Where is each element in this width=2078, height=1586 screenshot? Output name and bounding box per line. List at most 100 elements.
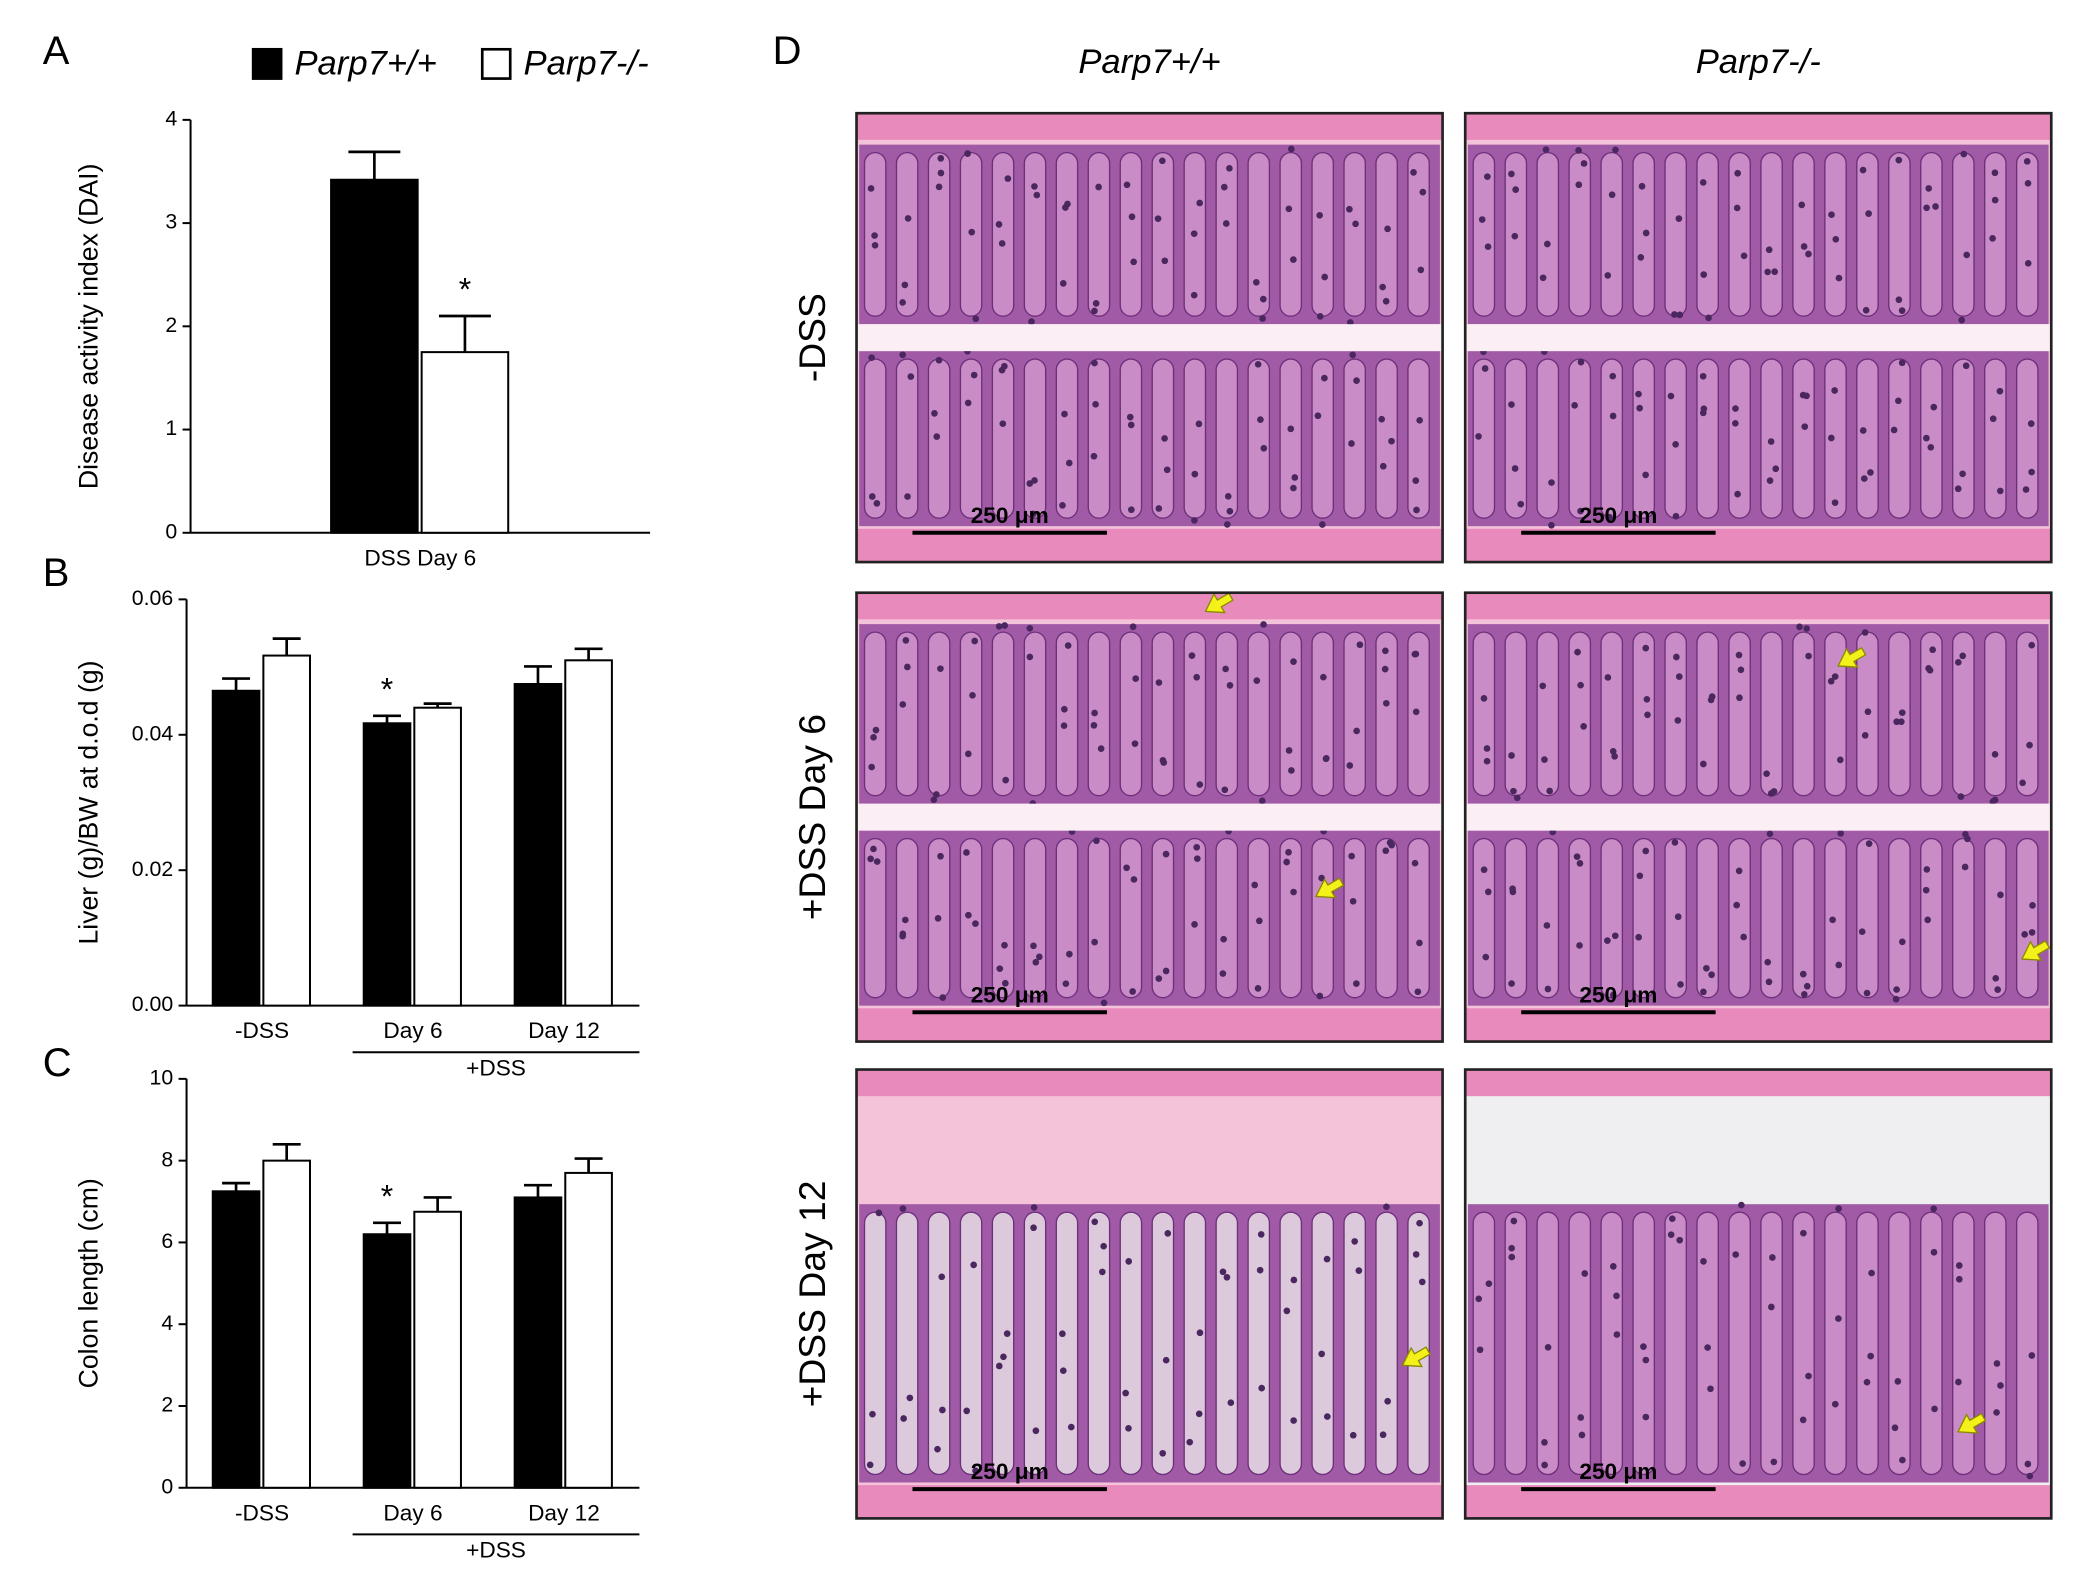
y-tick-label: 1 [165, 416, 177, 440]
goblet-cell [1668, 1215, 1676, 1222]
crypt [1952, 151, 1975, 317]
goblet-cell [1957, 793, 1965, 800]
goblet-cell [1930, 1248, 1938, 1256]
goblet-cell [1576, 942, 1583, 949]
mucosa [1467, 624, 2049, 804]
y-tick-label: 0 [165, 519, 177, 543]
goblet-cell [1508, 401, 1515, 408]
goblet-cell [901, 281, 909, 289]
y-axis-label: Colon length (cm) [74, 1178, 104, 1388]
goblet-cell [1065, 459, 1073, 467]
goblet-cell [871, 232, 878, 239]
goblet-cell [1346, 205, 1353, 213]
goblet-cell [1254, 985, 1262, 992]
goblet-cell [1958, 316, 1966, 324]
goblet-cell [1416, 1219, 1423, 1227]
goblet-cell [904, 493, 911, 500]
goblet-cell [1259, 315, 1266, 322]
crypt [2015, 358, 2039, 519]
y-tick-label: 2 [161, 1393, 173, 1417]
goblet-cell [1548, 479, 1555, 486]
goblet-cell [1675, 673, 1683, 680]
crypt [2015, 151, 2039, 317]
goblet-cell [1030, 1204, 1038, 1211]
goblet-cell [1932, 203, 1939, 210]
goblet-cell [1922, 886, 1930, 894]
error-bar [523, 1183, 552, 1198]
goblet-cell [1417, 266, 1425, 274]
crypt [1375, 151, 1398, 317]
goblet-cell [1227, 1399, 1235, 1407]
crypt [1760, 837, 1783, 999]
error-bar [272, 637, 301, 656]
crypt [1696, 1211, 1719, 1476]
goblet-cell [1160, 759, 1168, 766]
goblet-cell [1411, 859, 1419, 867]
crypt [1311, 151, 1335, 317]
crypt [1920, 358, 1943, 519]
micrograph [1463, 591, 2053, 1043]
goblet-cell [1100, 999, 1108, 1007]
goblet-cell [1609, 372, 1617, 380]
scale-bar-label: 250 μm [971, 1459, 1049, 1484]
goblet-cell [1290, 888, 1297, 896]
goblet-cell [1800, 1229, 1807, 1237]
goblet-cell [1026, 653, 1034, 661]
goblet-cell [1831, 499, 1839, 506]
goblet-cell [1195, 420, 1203, 428]
goblet-cell [1257, 1231, 1265, 1238]
legend-label: Parp7-/- [524, 44, 649, 82]
goblet-cell [1642, 847, 1650, 855]
crypt [1888, 837, 1911, 999]
crypt [863, 631, 887, 797]
goblet-cell [1863, 989, 1871, 997]
goblet-cell [1162, 967, 1170, 975]
crypt [1600, 151, 1624, 317]
goblet-cell [1667, 1231, 1675, 1239]
goblet-cell [1867, 1352, 1874, 1360]
bar [413, 706, 462, 1007]
crypt [991, 837, 1015, 999]
goblet-cell [1193, 673, 1201, 681]
crypt [1952, 358, 1975, 519]
legend-swatch [480, 47, 512, 80]
goblet-cell [965, 911, 972, 919]
goblet-cell [1604, 674, 1612, 681]
goblet-cell [1287, 145, 1295, 153]
goblet-cell [1612, 146, 1619, 154]
goblet-cell [1349, 897, 1357, 905]
goblet-cell [970, 371, 978, 379]
crypt [1600, 837, 1624, 999]
goblet-cell [972, 1467, 979, 1475]
micrograph [855, 111, 1444, 564]
goblet-cell [1964, 835, 1971, 843]
goblet-cell [1316, 992, 1324, 1000]
goblet-cell [1926, 666, 1934, 674]
goblet-cell [1997, 1382, 2004, 1389]
crypt [1279, 837, 1303, 999]
crypt [1023, 358, 1047, 519]
goblet-cell [2028, 468, 2035, 476]
mucosa [1467, 144, 2049, 325]
goblet-cell [1026, 624, 1034, 632]
goblet-cell [1061, 705, 1068, 713]
goblet-cell [1805, 250, 1812, 258]
goblet-cell [1099, 1268, 1106, 1276]
goblet-cell [1226, 164, 1233, 172]
y-tick-label: 4 [161, 1311, 173, 1335]
muscle-layer [1465, 113, 2052, 140]
goblet-cell [904, 215, 912, 222]
goblet-cell [1032, 958, 1040, 966]
mucosa [859, 351, 1440, 527]
mucosa [1467, 830, 2049, 1006]
mucosa [859, 624, 1440, 804]
goblet-cell [1577, 1414, 1585, 1421]
crypt [991, 631, 1015, 797]
goblet-cell [930, 796, 938, 804]
goblet-cell [933, 791, 940, 798]
micrograph-frame [1463, 111, 2053, 564]
goblet-cell [1356, 641, 1364, 649]
crypt [1343, 358, 1366, 519]
goblet-cell [1290, 658, 1297, 665]
goblet-cell [1480, 866, 1488, 874]
